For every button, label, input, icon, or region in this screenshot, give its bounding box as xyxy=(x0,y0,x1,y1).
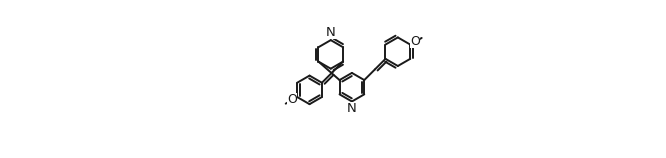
Text: N: N xyxy=(326,26,336,39)
Text: N: N xyxy=(347,102,357,115)
Text: O: O xyxy=(287,93,297,106)
Text: O: O xyxy=(410,35,420,48)
